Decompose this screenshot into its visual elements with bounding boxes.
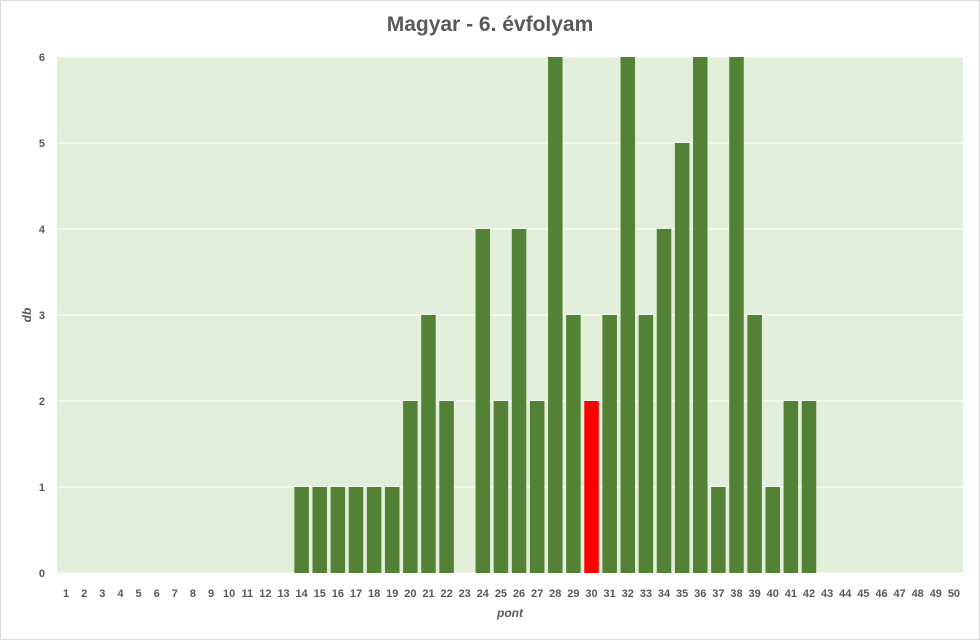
x-tick-label: 43	[821, 588, 833, 600]
y-tick-label: 5	[39, 138, 45, 150]
x-tick-label: 13	[277, 588, 289, 600]
x-tick-label: 27	[531, 588, 543, 600]
bar	[783, 401, 799, 573]
bar-highlighted	[584, 401, 599, 573]
x-tick-label: 42	[803, 588, 815, 600]
bar	[548, 57, 563, 573]
x-tick-label: 45	[857, 588, 869, 600]
x-tick-label: 3	[99, 588, 105, 600]
x-tick-label: 20	[404, 588, 416, 600]
x-tick-label: 36	[694, 588, 706, 600]
x-tick-label: 34	[658, 588, 671, 600]
x-tick-label: 2	[81, 588, 87, 600]
x-tick-label: 26	[513, 588, 525, 600]
bar	[729, 57, 744, 573]
y-tick-label: 4	[39, 224, 46, 236]
x-tick-label: 39	[748, 588, 760, 600]
x-tick-label: 8	[190, 588, 196, 600]
y-tick-label: 0	[39, 568, 45, 580]
x-tick-label: 16	[332, 588, 344, 600]
x-tick-label: 21	[422, 588, 434, 600]
x-tick-label: 23	[459, 588, 471, 600]
y-tick-label: 3	[39, 310, 45, 322]
bar	[674, 143, 690, 573]
x-tick-label: 29	[567, 588, 579, 600]
x-tick-label: 1	[63, 588, 69, 600]
y-axis-ticks: 0 1 2 3 4 5 6	[39, 52, 46, 580]
x-tick-label: 50	[948, 588, 960, 600]
bar	[421, 315, 436, 573]
y-axis-label: db	[20, 308, 34, 323]
x-tick-label: 22	[440, 588, 452, 600]
x-tick-label: 48	[912, 588, 924, 600]
bar	[602, 315, 617, 573]
chart-title: Magyar - 6. évfolyam	[386, 13, 594, 36]
y-tick-label: 1	[39, 482, 45, 494]
x-tick-label: 38	[730, 588, 742, 600]
bar	[348, 487, 364, 573]
x-tick-label: 17	[350, 588, 362, 600]
x-tick-label: 32	[622, 588, 634, 600]
x-tick-label: 18	[368, 588, 380, 600]
bar	[529, 401, 545, 573]
x-tick-label: 9	[208, 588, 214, 600]
bar	[493, 401, 509, 573]
x-tick-label: 4	[117, 588, 124, 600]
bar	[312, 487, 327, 573]
x-tick-label: 44	[839, 588, 852, 600]
x-tick-label: 25	[495, 588, 507, 600]
x-axis-ticks: 1 2 3 4 5 6 7 8 9 10 11 12 13 14 15 16 17 18 19 20 21 22 23 24 2…	[63, 588, 960, 600]
x-tick-label: 11	[241, 588, 253, 600]
x-tick-label: 31	[604, 588, 616, 600]
bar	[747, 315, 762, 573]
bar	[656, 229, 672, 573]
bar	[711, 487, 726, 573]
bar	[403, 401, 418, 573]
x-tick-label: 35	[676, 588, 688, 600]
x-tick-label: 14	[295, 588, 308, 600]
x-tick-label: 40	[767, 588, 779, 600]
x-tick-label: 7	[172, 588, 178, 600]
bar	[439, 401, 454, 573]
bar	[294, 487, 309, 573]
bar	[366, 487, 382, 573]
x-tick-label: 6	[154, 588, 160, 600]
bar	[638, 315, 654, 573]
x-axis-label: pont	[496, 606, 524, 620]
x-tick-label: 47	[893, 588, 905, 600]
bar	[620, 57, 636, 573]
x-tick-label: 30	[585, 588, 597, 600]
x-tick-label: 24	[477, 588, 490, 600]
bar	[475, 229, 491, 573]
bar	[566, 315, 581, 573]
x-tick-label: 33	[640, 588, 652, 600]
x-tick-label: 37	[712, 588, 724, 600]
x-tick-label: 41	[785, 588, 797, 600]
x-tick-label: 10	[223, 588, 235, 600]
x-tick-label: 15	[314, 588, 326, 600]
bar	[384, 487, 400, 573]
y-tick-label: 2	[39, 396, 45, 408]
x-tick-label: 49	[930, 588, 942, 600]
x-tick-label: 12	[259, 588, 271, 600]
y-tick-label: 6	[39, 52, 45, 64]
x-tick-label: 19	[386, 588, 398, 600]
bar	[511, 229, 527, 573]
bar	[765, 487, 780, 573]
x-tick-label: 5	[135, 588, 141, 600]
x-tick-label: 46	[875, 588, 887, 600]
x-tick-label: 28	[549, 588, 561, 600]
bar	[693, 57, 708, 573]
bars	[294, 57, 817, 573]
bar	[801, 401, 817, 573]
bar	[330, 487, 346, 573]
